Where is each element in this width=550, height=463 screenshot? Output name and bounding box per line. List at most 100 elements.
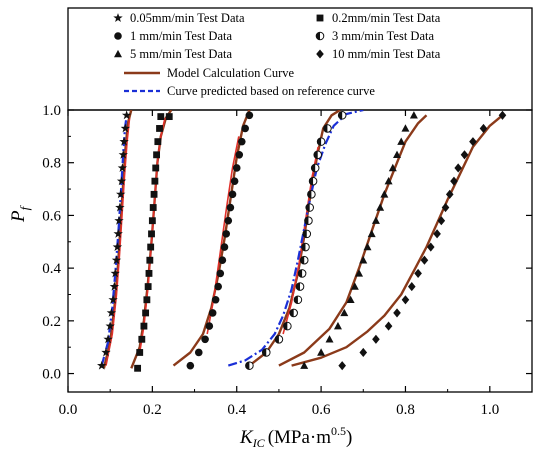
data-point-s5 [367,229,376,238]
data-point-s005 [113,228,123,238]
y-tick-label: 0.0 [42,367,61,383]
half-circle-fill [304,216,309,225]
data-point-s10 [445,189,454,199]
data-point-s02 [153,151,161,159]
data-point-s5 [333,321,342,330]
half-circle-fill [316,32,320,40]
legend-marker-s10 [316,49,324,59]
x-tick-label: 1.0 [480,402,499,418]
legend-label-predicted: Curve predicted based on reference curve [167,84,375,98]
x-axis-label-main: K [239,427,254,448]
x-axis-label-close: ) [346,427,352,448]
data-point-s02 [148,217,156,225]
data-point-s1 [235,151,244,159]
legend-marker-s005 [113,13,123,22]
data-point-s005 [105,321,115,331]
y-tick-label: 0.4 [42,261,61,277]
half-circle-fill [323,124,328,133]
legend-marker-s1 [114,32,122,40]
data-point-s005 [121,110,132,120]
data-point-s5 [401,124,410,132]
data-point-s5 [300,361,309,369]
x-tick-label: 0.4 [227,402,246,418]
data-point-s5 [409,111,418,119]
data-point-s5 [393,150,402,159]
data-point-s3 [302,229,312,239]
data-point-s3 [295,282,305,291]
data-point-s10 [479,123,488,134]
data-point-s1 [216,269,225,278]
data-point-s02 [145,269,153,277]
data-point-s3 [245,361,254,370]
legend-label-model: Model Calculation Curve [167,66,295,80]
data-point-s005 [111,255,122,265]
data-point-s10 [437,216,446,226]
half-circle-fill [305,203,310,212]
x-tick-label: 0.2 [143,402,162,418]
half-circle-fill [283,322,288,330]
data-point-s005 [118,149,128,159]
half-circle-fill [300,256,305,265]
legend-label-s5: 5 mm/min Test Data [130,47,232,61]
half-circle-fill [309,177,314,185]
half-circle-fill [275,335,279,344]
model-curve [102,110,133,369]
data-point-s1 [220,243,229,251]
data-point-s3 [307,190,316,199]
data-point-s1 [245,111,254,120]
data-point-s10 [426,242,435,252]
half-circle-fill [338,111,343,120]
data-point-s3 [323,124,332,133]
half-circle-fill [307,190,312,199]
data-point-s02 [142,309,150,317]
data-point-s02 [136,349,144,356]
data-point-s10 [359,347,368,358]
half-circle-fill [302,230,307,238]
red-fit-curve [282,146,319,335]
legend-label-s10: 10 mm/min Test Data [332,47,441,61]
data-point-s10 [420,255,429,265]
data-point-s02 [149,204,157,211]
y-axis: 0.0 0.2 0.4 0.6 0.8 1.0 [42,103,532,383]
data-point-s10 [414,268,422,278]
data-point-s5 [350,282,359,290]
x-axis: 0.0 0.2 0.4 0.6 0.8 1.0 [59,110,499,418]
legend-marker-s02 [316,14,324,22]
data-point-s02 [156,125,163,132]
half-circle-fill [311,164,316,172]
plot-area [97,110,507,372]
y-tick-label: 0.6 [42,208,61,224]
data-point-s1 [211,295,220,304]
predicted-curve [227,110,364,367]
data-point-s10 [433,229,441,239]
data-point-s3 [337,110,347,120]
data-point-s10 [407,282,416,292]
data-point-s10 [372,334,380,344]
data-point-s10 [450,176,458,186]
data-point-s10 [441,202,450,213]
legend-label-s3: 3 mm/min Test Data [332,29,434,43]
y-axis-label-sub: f [17,204,32,210]
data-point-s5 [397,137,406,145]
data-point-s5 [363,242,372,251]
x-axis-label-sup: 0.5 [331,424,346,438]
data-point-s5 [346,295,355,303]
data-point-s02 [157,113,165,121]
data-point-s005 [116,176,127,186]
x-axis-label-sub: IC [252,436,266,450]
data-point-s1 [218,256,227,265]
x-tick-label: 0.6 [312,402,331,418]
data-point-s3 [308,176,318,186]
half-circle-fill [296,282,300,291]
data-point-s1 [224,216,233,225]
data-point-s5 [317,348,326,356]
data-point-s02 [165,113,173,121]
half-circle-fill [301,243,306,251]
data-point-s02 [147,243,155,251]
data-point-s1 [226,203,235,212]
data-point-s02 [143,296,151,304]
data-point-s10 [469,137,477,147]
y-tick-label: 1.0 [42,103,61,119]
